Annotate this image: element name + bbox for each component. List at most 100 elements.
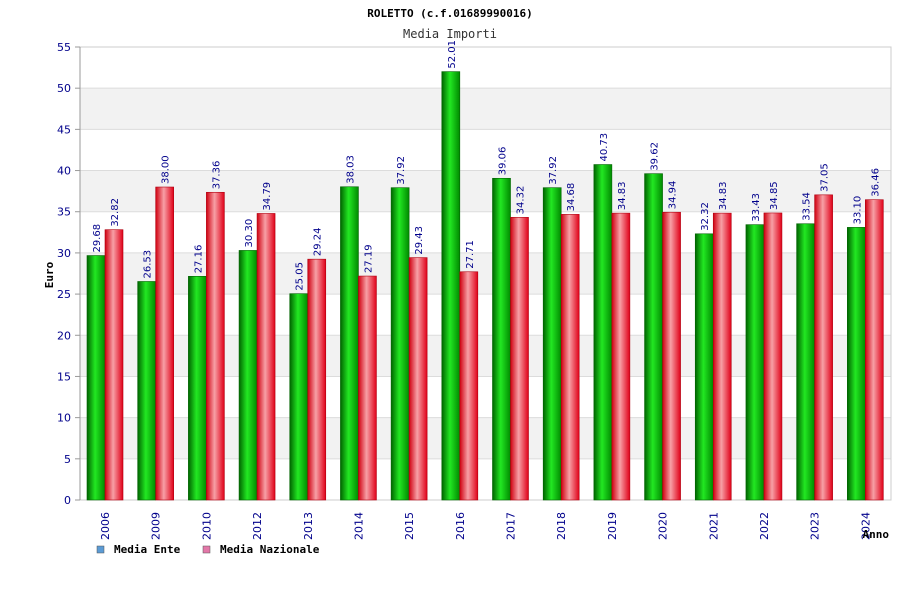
data-label: 37.05 — [820, 163, 831, 192]
x-tick-label: 2021 — [707, 512, 720, 540]
y-tick-label: 50 — [57, 82, 71, 95]
grid-band — [80, 88, 891, 130]
data-label: 34.94 — [668, 181, 679, 210]
bar-media-ente — [390, 187, 410, 501]
y-tick-label: 20 — [57, 329, 71, 342]
data-label: 34.68 — [566, 183, 577, 212]
bar-media-nazionale — [763, 212, 783, 501]
legend: Media Ente Media Nazionale — [96, 543, 320, 556]
x-tick-label: 2020 — [657, 512, 670, 540]
x-tick-label: 2023 — [809, 512, 822, 540]
chart-title: ROLETTO (c.f.01689990016) — [367, 7, 533, 20]
x-tick-label: 2010 — [200, 512, 213, 540]
legend-label-media-nazionale: Media Nazionale — [220, 543, 320, 556]
y-tick-label: 30 — [57, 247, 71, 260]
bar-media-ente — [441, 71, 461, 501]
x-tick-label: 2013 — [302, 512, 315, 540]
data-label: 37.92 — [548, 156, 559, 185]
bar-media-nazionale — [358, 275, 377, 501]
x-tick-label: 2017 — [505, 512, 518, 540]
data-labels: 29.68 32.82 26.53 38.00 27.16 37.36 30.30 34.79… — [92, 40, 881, 291]
chart-subtitle: Media Importi — [403, 27, 497, 41]
bar-media-nazionale — [206, 191, 225, 501]
data-label: 34.79 — [262, 182, 273, 211]
data-label: 26.53 — [143, 250, 154, 279]
x-tick-label: 2018 — [555, 512, 568, 540]
bar-media-nazionale — [307, 258, 327, 501]
x-tick-label: 2009 — [150, 512, 163, 540]
data-label: 33.54 — [802, 192, 813, 221]
x-tick-label: 2022 — [758, 512, 771, 540]
bar-media-ente — [847, 227, 866, 501]
data-label: 33.43 — [751, 193, 762, 222]
y-tick-label: 0 — [64, 494, 71, 507]
bar-media-nazionale — [510, 217, 529, 501]
data-label: 34.32 — [516, 186, 527, 215]
legend-swatch-media-ente — [96, 545, 105, 554]
x-tick-label: 2015 — [403, 512, 416, 540]
bars — [86, 71, 884, 501]
data-label: 39.62 — [650, 142, 661, 171]
bar-media-nazionale — [662, 211, 681, 501]
data-label: 29.43 — [414, 226, 425, 255]
y-tick-label: 25 — [57, 288, 71, 301]
x-axis-label: Anno — [863, 528, 890, 541]
data-label: 27.71 — [465, 240, 476, 269]
data-label: 39.06 — [498, 147, 509, 176]
x-tick-label: 2019 — [606, 512, 619, 540]
bar-media-nazionale — [611, 212, 631, 501]
data-label: 34.85 — [769, 181, 780, 210]
bar-media-nazionale — [408, 257, 428, 501]
data-label: 32.82 — [110, 198, 121, 227]
data-label: 38.00 — [161, 155, 172, 184]
legend-label-media-ente: Media Ente — [114, 543, 181, 556]
data-label: 27.19 — [363, 244, 374, 273]
data-label: 29.24 — [313, 228, 324, 257]
bar-media-ente — [340, 186, 359, 501]
data-label: 32.32 — [700, 202, 711, 231]
bar-media-ente — [86, 255, 106, 501]
y-tick-label: 35 — [57, 206, 71, 219]
y-axis: 0 5 10 15 20 25 30 35 40 45 50 55 — [57, 41, 81, 507]
x-tick-label: 2016 — [454, 512, 467, 540]
data-label: 33.10 — [852, 196, 863, 225]
y-tick-label: 10 — [57, 412, 71, 425]
data-label: 37.92 — [396, 156, 407, 185]
y-tick-label: 5 — [64, 453, 71, 466]
bar-media-ente — [644, 173, 663, 501]
bar-media-nazionale — [712, 212, 732, 501]
y-tick-label: 55 — [57, 41, 71, 54]
data-label: 29.68 — [92, 224, 103, 253]
bar-media-ente — [694, 233, 714, 501]
bar-media-nazionale — [865, 199, 884, 501]
y-tick-label: 15 — [57, 370, 71, 383]
x-tick-label: 2014 — [352, 512, 365, 540]
data-label: 36.46 — [870, 168, 881, 197]
y-tick-label: 40 — [57, 165, 71, 178]
y-tick-label: 45 — [57, 123, 71, 136]
bar-media-ente — [137, 281, 156, 501]
bar-media-ente — [289, 293, 309, 501]
data-label: 38.03 — [345, 155, 356, 184]
bar-media-ente — [796, 223, 815, 501]
data-label: 27.16 — [193, 245, 204, 274]
x-tick-label: 2012 — [251, 512, 264, 540]
data-label: 34.83 — [617, 181, 628, 210]
bar-media-nazionale — [155, 186, 174, 501]
data-label: 30.30 — [244, 219, 255, 248]
bar-media-nazionale — [104, 229, 124, 501]
bar-media-nazionale — [814, 194, 833, 501]
x-tick-label: 2024 — [859, 512, 872, 540]
bar-media-ente — [542, 187, 562, 501]
bar-media-nazionale — [560, 214, 580, 501]
data-label: 40.73 — [599, 133, 610, 162]
x-axis: 2006 2009 2010 2012 2013 2014 2015 2016 2017 2018… — [99, 512, 872, 540]
data-label: 52.01 — [447, 40, 458, 69]
bar-media-ente — [593, 164, 613, 501]
data-label: 37.36 — [211, 161, 222, 190]
data-label: 34.83 — [718, 181, 729, 210]
bar-media-ente — [492, 177, 511, 501]
data-label: 25.05 — [295, 262, 306, 291]
bar-media-ente — [188, 276, 207, 501]
bar-media-ente — [745, 224, 765, 501]
